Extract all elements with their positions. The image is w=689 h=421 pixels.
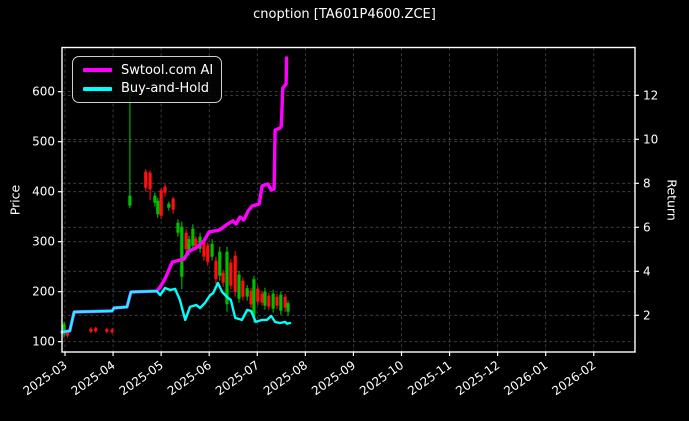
- price-tick-label: 500: [32, 135, 55, 149]
- candle-body: [283, 296, 287, 308]
- return-axis-label: Return: [664, 179, 680, 221]
- legend-row-ai: Swtool.com AI: [83, 62, 214, 78]
- candle-body: [153, 195, 157, 203]
- candle-body: [62, 324, 66, 335]
- candle-body: [245, 288, 249, 297]
- candle-body: [184, 232, 188, 250]
- return-tick-label: 8: [643, 176, 651, 190]
- month-tick-label: 2025-08: [261, 358, 310, 398]
- ai-line-swatch-icon: [83, 68, 112, 72]
- month-tick-label: 2025-09: [309, 358, 358, 398]
- candle-body: [163, 186, 167, 193]
- candle-body: [110, 329, 114, 333]
- candle-body: [267, 295, 271, 307]
- candle-body: [105, 329, 109, 332]
- month-tick-label: 2026-02: [549, 358, 598, 398]
- bh-line-swatch-icon: [83, 87, 112, 91]
- candle-body: [167, 203, 171, 208]
- candle-body: [214, 260, 218, 280]
- candle-body: [89, 328, 93, 332]
- candle-body: [144, 171, 148, 188]
- month-tick-label: 2025-05: [117, 358, 166, 398]
- candle-body: [237, 274, 241, 299]
- candle-body: [221, 272, 225, 283]
- return-tick-label: 12: [643, 88, 658, 102]
- candle-body: [279, 294, 283, 311]
- month-tick-label: 2025-04: [69, 358, 118, 398]
- candle-body: [210, 243, 214, 257]
- candle-body: [180, 226, 184, 277]
- candle-body: [65, 330, 70, 336]
- price-tick-label: 400: [32, 185, 55, 199]
- legend-row-bh: Buy-and-Hold: [83, 81, 211, 96]
- candle-body: [171, 198, 175, 210]
- month-tick-label: 2025-07: [213, 358, 262, 398]
- candle-body: [271, 293, 275, 309]
- price-tick-label: 600: [32, 85, 55, 99]
- plot-border: [61, 46, 636, 353]
- month-tick-label: 2025-10: [357, 358, 406, 398]
- month-tick-label: 2025-06: [165, 358, 214, 398]
- month-tick-label: 2025-03: [21, 358, 70, 398]
- candle-body: [252, 279, 256, 317]
- candle-body: [233, 255, 237, 292]
- return-tick-label: 2: [643, 308, 651, 322]
- candle-body: [241, 280, 245, 297]
- candle-body: [275, 296, 279, 306]
- buy-and-hold-line: [60, 281, 292, 334]
- candle-body: [156, 200, 160, 215]
- candle-body: [191, 228, 195, 246]
- month-tick-label: 2025-11: [405, 358, 454, 398]
- month-tick-label: 2025-12: [453, 358, 502, 398]
- return-tick-label: 6: [643, 220, 651, 234]
- candle-body: [187, 239, 191, 252]
- price-tick-label: 100: [32, 335, 55, 349]
- candle-body: [194, 238, 198, 247]
- candle-body: [256, 288, 260, 302]
- return-tick-label: 10: [643, 132, 658, 146]
- candle-body: [249, 290, 253, 305]
- candle-body: [176, 222, 180, 233]
- price-axis-label: Price: [7, 184, 23, 216]
- candle-body: [263, 291, 267, 306]
- candle-body: [218, 251, 222, 276]
- legend-label-bh: Buy-and-Hold: [121, 81, 210, 97]
- candle-body: [128, 195, 132, 206]
- price-tick-label: 300: [32, 235, 55, 249]
- price-tick-label: 200: [32, 285, 55, 299]
- candle-body: [202, 240, 206, 257]
- chart-title: cnoption [TA601P4600.ZCE]: [253, 7, 436, 22]
- candle-body: [148, 172, 152, 190]
- candle-body: [225, 251, 229, 305]
- candle-body: [94, 328, 98, 332]
- month-tick-label: 2026-01: [501, 358, 550, 398]
- candle-body: [229, 262, 233, 286]
- candle-body: [159, 190, 163, 216]
- legend-label-ai: Swtool.com AI: [121, 62, 214, 78]
- return-tick-label: 4: [643, 264, 651, 278]
- candle-body: [286, 303, 290, 312]
- legend: Swtool.com AI Buy-and-Hold: [72, 56, 222, 103]
- candle-body: [206, 245, 210, 262]
- candle-body: [260, 293, 264, 303]
